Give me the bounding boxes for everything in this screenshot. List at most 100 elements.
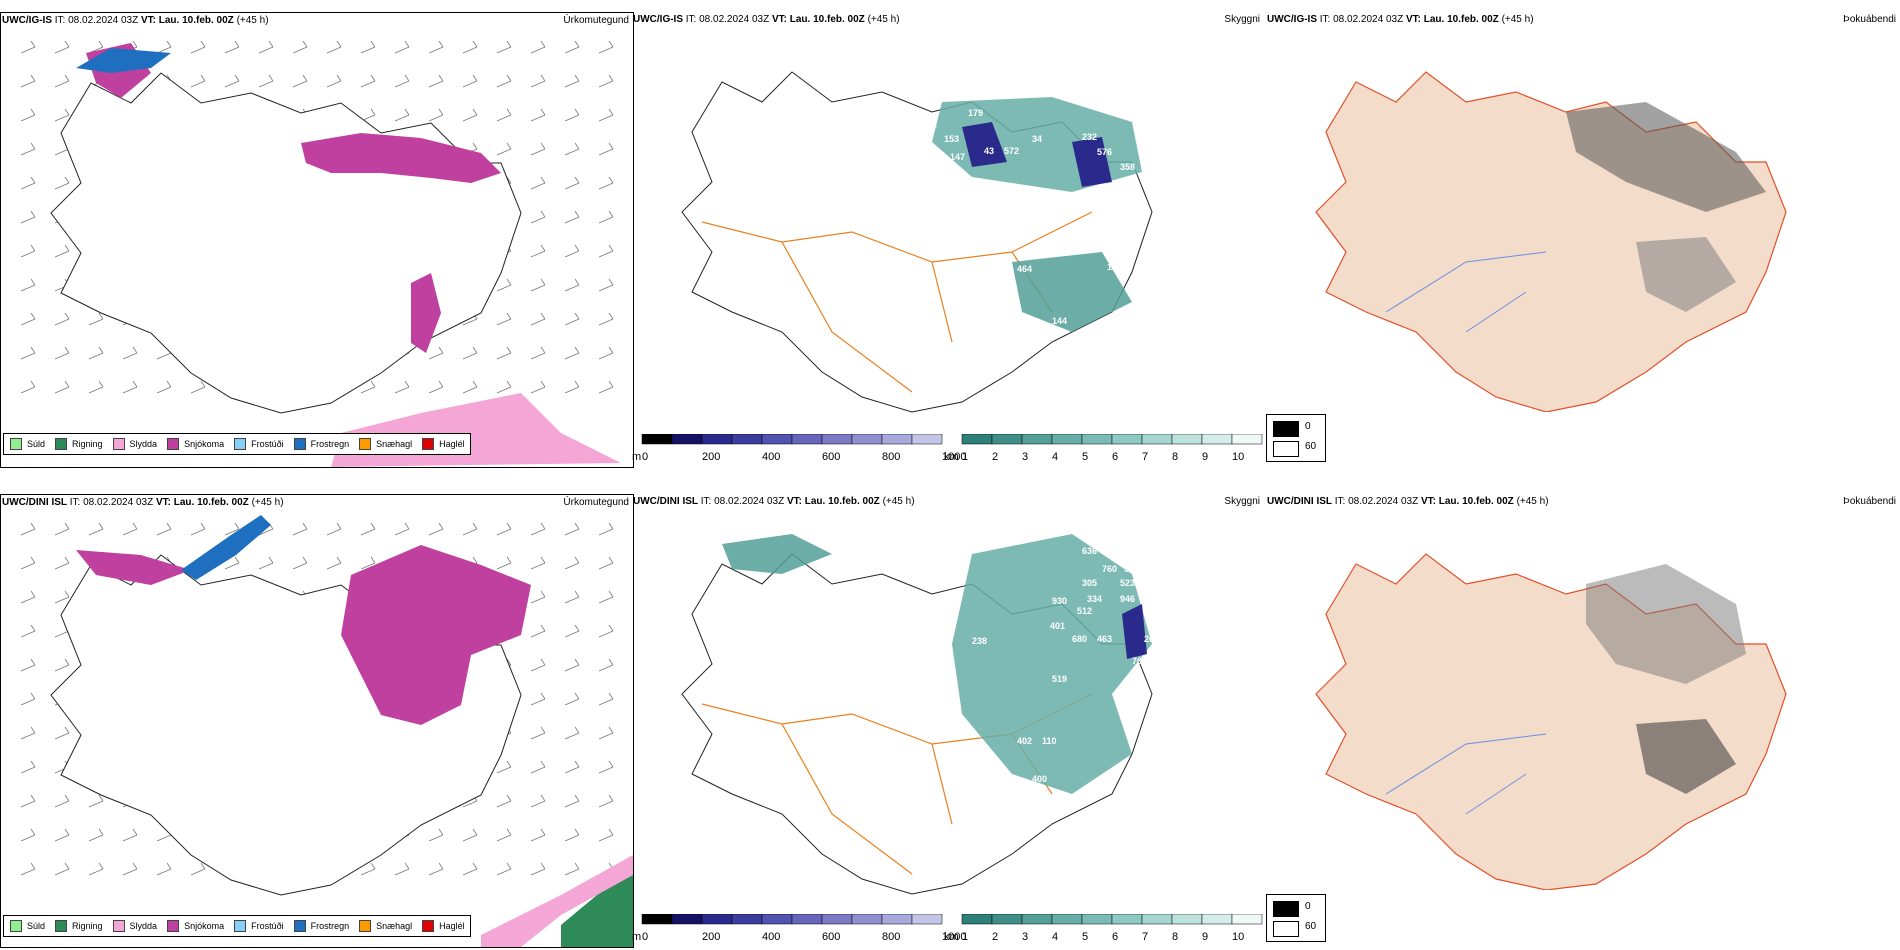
wind-barb: [564, 726, 580, 740]
visibility-value-label: 576: [1097, 147, 1112, 157]
visibility-panel-igis: UWC/IG-IS IT: 08.02.2024 03Z VT: Lau. 10…: [632, 12, 1264, 466]
wind-barb: [54, 862, 70, 876]
scale-segment: [821, 913, 853, 925]
legend-label: 0: [1305, 421, 1311, 432]
wind-barb: [598, 380, 614, 394]
wind-barb: [530, 40, 546, 54]
wind-barb: [156, 40, 172, 54]
legend-swatch: [55, 438, 68, 450]
rivers: [1385, 251, 1547, 333]
scale-segment: [1021, 913, 1053, 925]
wind-barb: [20, 828, 36, 842]
product-title: Úrkomutegund: [563, 497, 629, 508]
wind-barb: [598, 522, 614, 536]
wind-barb: [530, 692, 546, 706]
visibility-value-label: 519: [1052, 674, 1067, 684]
rain-area: [561, 865, 633, 947]
wind-barb: [496, 794, 512, 808]
visibility-value-label: 110: [1042, 736, 1057, 746]
snow-area: [76, 550, 191, 585]
scale-tick-label: 0: [642, 931, 649, 943]
wind-barb: [530, 760, 546, 774]
wind-barb: [428, 862, 444, 876]
very-low-visibility-area: [1072, 137, 1112, 187]
visibility-value-label: 400: [1032, 774, 1047, 784]
product-title: Þokuábendi: [1843, 496, 1896, 507]
scale-tick-label: 5: [1082, 931, 1089, 943]
scale-segment: [991, 913, 1023, 925]
wind-barb: [122, 862, 138, 876]
wind-barb: [156, 380, 172, 394]
scale-segment: [1081, 433, 1113, 445]
wind-barb: [122, 346, 138, 360]
scale-segment: [641, 433, 673, 445]
scale-segment: [881, 913, 913, 925]
wind-barb: [224, 522, 240, 536]
scale-segment: [1171, 433, 1203, 445]
snow-area: [411, 273, 441, 353]
legend-swatch: [234, 920, 247, 932]
wind-barb: [88, 794, 104, 808]
scale-segment: [731, 913, 763, 925]
visibility-value-label: 572: [1004, 146, 1019, 156]
visibility-value-label: 523: [1120, 578, 1135, 588]
wind-barb: [20, 760, 36, 774]
wind-barb: [88, 380, 104, 394]
wind-barb: [598, 278, 614, 292]
sleet-area: [331, 393, 621, 467]
scale-tick-label: m: [632, 451, 642, 463]
legend-swatch: [359, 438, 372, 450]
wind-barb: [564, 108, 580, 122]
legend-swatch: [359, 920, 372, 932]
legend-item: Slydda: [112, 920, 157, 932]
scale-segment: [821, 433, 853, 445]
wind-barb: [88, 862, 104, 876]
scale-tick-label: 4: [1052, 931, 1059, 943]
scale-tick-label: 6: [1112, 931, 1119, 943]
legend-item: Snæhagl: [359, 438, 412, 450]
scale-segment: [961, 913, 993, 925]
legend-swatch: [112, 920, 125, 932]
visibility-value-label: 238: [972, 636, 987, 646]
wind-barb: [598, 726, 614, 740]
scale-segment: [1081, 913, 1113, 925]
wind-barb: [428, 74, 444, 88]
legend-swatch: [293, 920, 306, 932]
visibility-scale: m 0 200 400 600 800 1000 km 1 2 3 4 5 6 7 8 9 10: [632, 433, 1264, 464]
wind-barb: [462, 40, 478, 54]
model-name: UWC/DINI ISL: [633, 496, 698, 507]
scale-tick-label: 200: [702, 931, 721, 943]
wind-barb: [564, 142, 580, 156]
iceland-fill: [1315, 71, 1787, 412]
wind-barb: [20, 590, 36, 604]
wind-barb: [530, 624, 546, 638]
visibility-value-label: 984: [727, 51, 742, 61]
legend-swatch: [10, 438, 22, 450]
legend-label: 0: [1305, 901, 1311, 912]
wind-barb: [190, 522, 206, 536]
wind-barb: [462, 74, 478, 88]
legend-item: Snæhagl: [359, 920, 412, 932]
wind-barb: [564, 522, 580, 536]
visibility-value-label: 464: [1017, 264, 1032, 274]
wind-barb: [258, 40, 274, 54]
wind-barb: [564, 760, 580, 774]
scale-tick-label: m: [632, 931, 642, 943]
scale-tick-label: 7: [1142, 451, 1149, 463]
wind-barb: [496, 108, 512, 122]
wind-barb: [462, 108, 478, 122]
fog-index-panel-igis: UWC/IG-IS IT: 08.02.2024 03Z VT: Lau. 10…: [1266, 12, 1900, 412]
scale-tick-label: 8: [1172, 451, 1179, 463]
legend-item: Snjókoma: [167, 920, 224, 932]
legend-swatch: [1273, 901, 1299, 917]
legend-item: Súld: [10, 920, 45, 932]
wind-barb: [598, 624, 614, 638]
wind-barb: [530, 828, 546, 842]
scale-tick-label: 400: [762, 451, 781, 463]
visibility-value-label: 34: [1032, 134, 1042, 144]
wind-barb: [292, 40, 308, 54]
wind-barb: [462, 346, 478, 360]
wind-barb: [20, 278, 36, 292]
wind-barb: [496, 862, 512, 876]
roads: [701, 693, 1093, 875]
